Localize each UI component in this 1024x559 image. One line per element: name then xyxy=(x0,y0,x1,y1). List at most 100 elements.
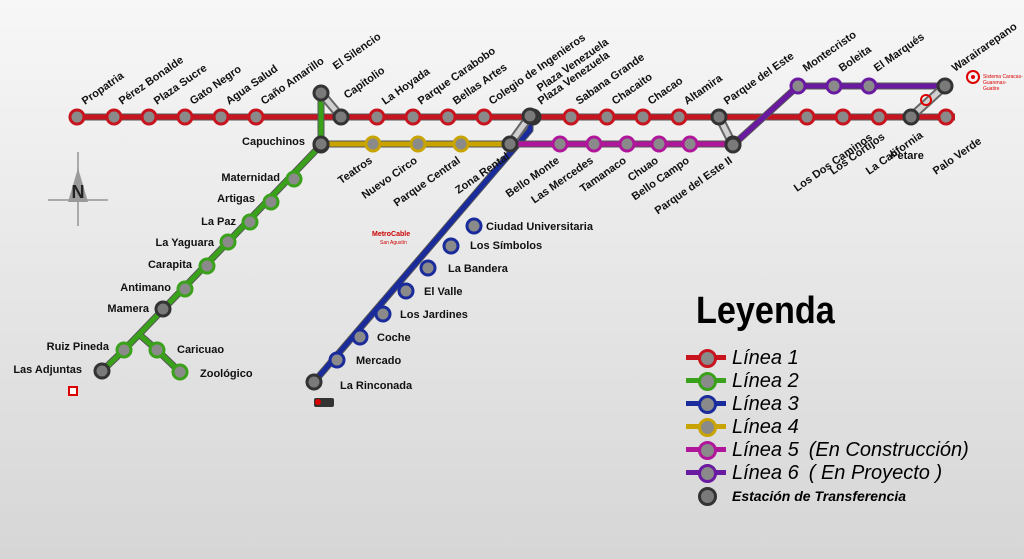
station-warairarepano[interactable] xyxy=(936,77,954,95)
station-artigas[interactable] xyxy=(262,193,280,211)
station-agua-salud[interactable] xyxy=(212,108,230,126)
metrocable-title: MetroCable xyxy=(372,231,410,238)
station-ciudad-universitaria[interactable] xyxy=(465,217,483,235)
station-plaza-venezuela[interactable] xyxy=(521,107,539,125)
station-bello-monte[interactable] xyxy=(551,135,569,153)
station-label-los-simbolos: Los Símbolos xyxy=(470,240,542,252)
station-label-mamera: Mamera xyxy=(107,303,149,315)
station-zona-rental[interactable] xyxy=(501,135,519,153)
station-gato-negro[interactable] xyxy=(176,108,194,126)
station-label-caricuao: Caricuao xyxy=(177,344,224,356)
station-parque-del-este[interactable] xyxy=(710,108,728,126)
legend-station-icon xyxy=(698,395,717,414)
station-mamera[interactable] xyxy=(154,300,172,318)
station-los-dos-caminos[interactable] xyxy=(798,108,816,126)
station-petare[interactable] xyxy=(902,108,920,126)
station-mercado[interactable] xyxy=(328,351,346,369)
station-los-simbolos[interactable] xyxy=(442,237,460,255)
station-zoologico[interactable] xyxy=(171,363,189,381)
legend-item-linea-2: Línea 2 xyxy=(684,369,799,393)
station-coche[interactable] xyxy=(351,328,369,346)
station-label-carapita: Carapita xyxy=(148,259,193,271)
station-cano-amarillo[interactable] xyxy=(247,108,265,126)
legend-line-label: Línea 1 xyxy=(732,346,799,369)
station-bellas-artes[interactable] xyxy=(439,108,457,126)
station-ruiz-pineda[interactable] xyxy=(115,341,133,359)
legend-item-linea-6: Línea 6 ( En Proyecto ) xyxy=(684,461,942,485)
station-las-mercedes[interactable] xyxy=(585,135,603,153)
station-parque-del-este-ii[interactable] xyxy=(724,136,742,154)
station-caricuao[interactable] xyxy=(148,341,166,359)
station-teatros[interactable] xyxy=(364,135,382,153)
legend-item-linea-4: Línea 4 xyxy=(684,415,799,439)
legend-line-label: Línea 2 xyxy=(732,369,799,392)
station-la-california[interactable] xyxy=(870,108,888,126)
station-label-capuchinos: Capuchinos xyxy=(242,136,305,148)
station-el-valle[interactable] xyxy=(397,282,415,300)
legend-line-label: Línea 5 xyxy=(732,438,799,461)
station-el-silencio[interactable] xyxy=(312,84,330,102)
station-label-antimano: Antimano xyxy=(120,282,171,294)
station-antimano[interactable] xyxy=(176,280,194,298)
legend-item-linea-3: Línea 3 xyxy=(684,392,799,416)
station-capitolio[interactable] xyxy=(332,108,350,126)
station-colegio-de-ingenieros[interactable] xyxy=(475,108,493,126)
station-los-jardines[interactable] xyxy=(374,305,392,323)
station-label-zoologico: Zoológico xyxy=(200,368,253,380)
compass-letter: N xyxy=(72,182,85,202)
station-maternidad[interactable] xyxy=(285,170,303,188)
legend-station-icon xyxy=(698,441,717,460)
station-sabana-grande[interactable] xyxy=(562,108,580,126)
station-tamanaco[interactable] xyxy=(618,135,636,153)
station-label-coche: Coche xyxy=(377,332,411,344)
station-label-la-paz: La Paz xyxy=(201,216,236,228)
station-parque-central[interactable] xyxy=(452,135,470,153)
station-label-los-jardines: Los Jardines xyxy=(400,309,468,321)
station-boleita[interactable] xyxy=(825,77,843,95)
station-perez-bonalde[interactable] xyxy=(105,108,123,126)
station-la-hoyada[interactable] xyxy=(368,108,386,126)
station-palo-verde[interactable] xyxy=(937,108,955,126)
station-montecristo[interactable] xyxy=(789,77,807,95)
station-plaza-sucre[interactable] xyxy=(140,108,158,126)
legend-item-linea-1: Línea 1 xyxy=(684,346,799,370)
station-label-ruiz-pineda: Ruiz Pineda xyxy=(47,341,110,353)
station-carapita[interactable] xyxy=(198,257,216,275)
station-la-paz[interactable] xyxy=(241,213,259,231)
station-label-palo-verde: Palo Verde xyxy=(931,135,984,177)
station-los-cortijos[interactable] xyxy=(834,108,852,126)
legend-line-note: (En Construcción) xyxy=(808,438,969,461)
legend-line-label: Línea 6 xyxy=(732,461,799,484)
station-altamira[interactable] xyxy=(670,108,688,126)
legend-item-linea-5: Línea 5 (En Construcción) xyxy=(684,438,969,462)
station-la-bandera[interactable] xyxy=(419,259,437,277)
station-label-teatros: Teatros xyxy=(336,155,375,187)
station-label-parque-del-este-ii: Parque del Este II xyxy=(653,155,735,217)
station-chacaito[interactable] xyxy=(598,108,616,126)
legend-transfer-label: Estación de Transferencia xyxy=(732,488,907,504)
station-parque-carabobo[interactable] xyxy=(404,108,422,126)
station-nuevo-circo[interactable] xyxy=(409,135,427,153)
station-capuchinos[interactable] xyxy=(312,135,330,153)
station-label-mercado: Mercado xyxy=(356,355,402,367)
station-la-yaguara[interactable] xyxy=(219,233,237,251)
metrocable-logo: MetroCable San Agustín xyxy=(372,231,410,246)
legend-station-icon xyxy=(698,372,717,391)
transfer-station-icon xyxy=(698,487,717,506)
station-chuao[interactable] xyxy=(650,135,668,153)
legend-station-icon xyxy=(698,464,717,483)
station-la-rinconada[interactable] xyxy=(305,373,323,391)
station-label-la-yaguara: La Yaguara xyxy=(156,237,215,249)
legend-line-label: Línea 3 xyxy=(732,392,799,415)
station-las-adjuntas[interactable] xyxy=(93,362,111,380)
stations-layer xyxy=(68,77,955,391)
station-label-warairarepano: Warairarepano xyxy=(950,21,1020,75)
metro-logo-adjuntas xyxy=(68,386,78,396)
station-chacao[interactable] xyxy=(634,108,652,126)
legend-title: Leyenda xyxy=(696,290,835,332)
station-el-marques[interactable] xyxy=(860,77,878,95)
station-label-las-adjuntas: Las Adjuntas xyxy=(13,364,82,376)
station-propatria[interactable] xyxy=(68,108,86,126)
station-bello-campo[interactable] xyxy=(681,135,699,153)
